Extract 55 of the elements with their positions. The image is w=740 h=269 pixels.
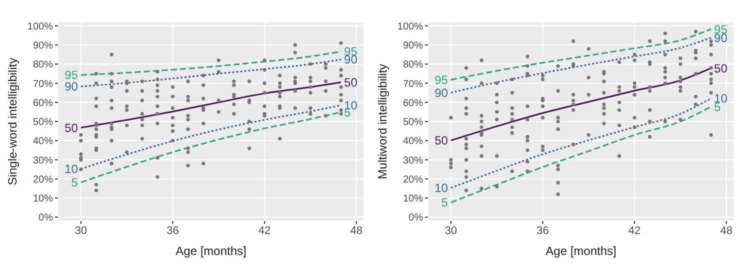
line-series [80, 50, 342, 76]
series-label: 10 [434, 181, 448, 196]
text: 50 [344, 75, 358, 90]
line-series [450, 98, 712, 189]
y-tick-label: 10% [32, 194, 54, 205]
x-tick-label: 30 [74, 224, 88, 237]
x-tick-label: 42 [628, 224, 641, 237]
x-tick-label: 36 [536, 224, 549, 237]
y-tick-label: 40% [402, 136, 424, 148]
y-tick-label: 80% [32, 60, 54, 71]
line-series [450, 28, 712, 81]
y-tick-label: 70% [32, 78, 54, 90]
y-tick-label: 20% [32, 174, 54, 186]
x-tick-label: 36 [166, 224, 179, 237]
y-axis-title: Multiword intelligibility [375, 64, 390, 180]
text: 90 [64, 80, 78, 94]
y-tick-label: 60% [402, 98, 424, 109]
y-tick-label: 10% [402, 194, 424, 205]
line-series [80, 104, 342, 170]
series-label: 50 [714, 61, 728, 76]
y-tick-label: 50% [32, 117, 54, 128]
series-label: 95 [434, 72, 448, 87]
y-tick-label: 100% [27, 21, 54, 32]
y-tick-label: 90% [402, 40, 424, 52]
y-tick-label: 70% [402, 78, 424, 90]
line-series [450, 67, 712, 142]
x-tick-label: 48 [350, 224, 362, 237]
y-tick-label: 90% [32, 40, 54, 52]
series-label: 90 [434, 86, 448, 100]
y-tick-label: 100% [397, 21, 424, 32]
y-tick-label: 30% [402, 155, 424, 166]
y-tick-label: 60% [32, 98, 54, 109]
y-tick-label: 30% [32, 155, 54, 166]
series-label: 50 [64, 120, 78, 135]
x-axis-title: Age [months] [176, 244, 246, 258]
x-tick-label: 48 [720, 224, 732, 237]
line-series [80, 58, 342, 88]
x-tick-label: 42 [258, 224, 271, 237]
series-label: 10 [64, 162, 78, 176]
y-tick-label: 40% [32, 136, 54, 148]
y-tick-label: 20% [402, 174, 424, 186]
text: 5 [71, 176, 78, 190]
text: 50 [434, 134, 448, 148]
line-series [450, 106, 712, 204]
line-series [80, 81, 342, 128]
y-axis-title: Single-word intelligibility [5, 58, 20, 186]
text: 95 [64, 68, 78, 82]
x-axis-title: Age [months] [546, 244, 616, 258]
series-label: 5 [441, 196, 448, 210]
y-tick-label: 80% [402, 60, 424, 71]
x-tick-label: 30 [444, 224, 458, 237]
y-tick-label: 0% [38, 212, 54, 224]
line-series [450, 36, 712, 94]
y-tick-label: 0% [408, 212, 424, 224]
y-tick-label: 50% [402, 117, 424, 128]
